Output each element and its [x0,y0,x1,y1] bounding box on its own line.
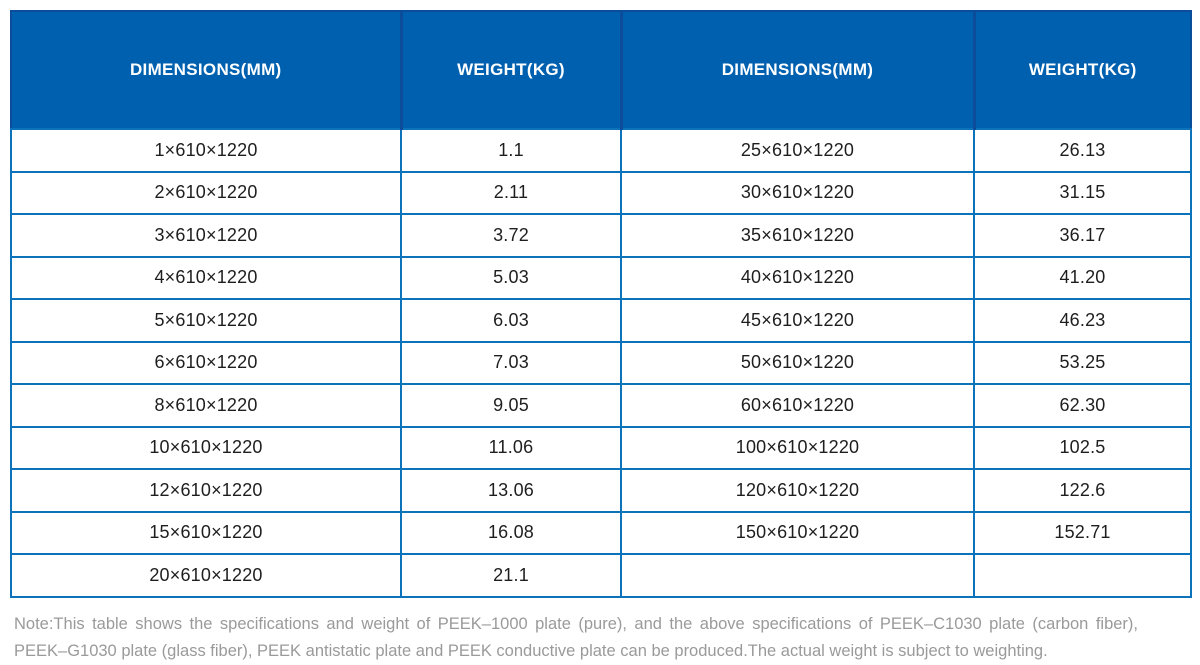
spec-table: DIMENSIONS(MM) WEIGHT(KG) DIMENSIONS(MM)… [10,10,1192,598]
header-dimensions-left: DIMENSIONS(MM) [10,10,403,130]
weight-cell: 36.17 [973,213,1192,258]
dimension-cell: 6×610×1220 [10,340,402,385]
weight-cell: 152.71 [973,510,1192,555]
dimension-cell [620,553,975,598]
dimension-cell: 150×610×1220 [620,510,975,555]
weight-cell: 1.1 [400,128,622,173]
weight-cell: 2.11 [400,170,622,215]
dimension-cell: 4×610×1220 [10,255,402,300]
dimension-cell: 50×610×1220 [620,340,975,385]
table-row: 12×610×1220 13.06 120×610×1220 122.6 [10,468,1192,513]
dimension-cell: 35×610×1220 [620,213,975,258]
header-weight-left: WEIGHT(KG) [399,10,623,130]
header-row: DIMENSIONS(MM) WEIGHT(KG) DIMENSIONS(MM)… [10,10,1192,130]
dimension-cell: 2×610×1220 [10,170,402,215]
header-dimensions-right: DIMENSIONS(MM) [619,10,976,130]
weight-cell: 31.15 [973,170,1192,215]
dimension-cell: 3×610×1220 [10,213,402,258]
dimension-cell: 120×610×1220 [620,468,975,513]
table-row: 1×610×1220 1.1 25×610×1220 26.13 [10,128,1192,173]
table-row: 8×610×1220 9.05 60×610×1220 62.30 [10,383,1192,428]
table-row: 6×610×1220 7.03 50×610×1220 53.25 [10,340,1192,385]
dimension-cell: 5×610×1220 [10,298,402,343]
table-row: 5×610×1220 6.03 45×610×1220 46.23 [10,298,1192,343]
dimension-cell: 15×610×1220 [10,510,402,555]
table-row: 10×610×1220 11.06 100×610×1220 102.5 [10,425,1192,470]
weight-cell: 11.06 [400,425,622,470]
weight-cell: 7.03 [400,340,622,385]
dimension-cell: 12×610×1220 [10,468,402,513]
weight-cell: 62.30 [973,383,1192,428]
dimension-cell: 25×610×1220 [620,128,975,173]
weight-cell [973,553,1192,598]
weight-cell: 46.23 [973,298,1192,343]
weight-cell: 3.72 [400,213,622,258]
table-row: 3×610×1220 3.72 35×610×1220 36.17 [10,213,1192,258]
weight-cell: 13.06 [400,468,622,513]
table-row: 2×610×1220 2.11 30×610×1220 31.15 [10,170,1192,215]
weight-cell: 53.25 [973,340,1192,385]
note-text: Note:This table shows the specifications… [14,614,1138,660]
table-row: 15×610×1220 16.08 150×610×1220 152.71 [10,510,1192,555]
dimension-cell: 1×610×1220 [10,128,402,173]
dimension-cell: 45×610×1220 [620,298,975,343]
table-row: 20×610×1220 21.1 [10,553,1192,598]
weight-cell: 6.03 [400,298,622,343]
dimension-cell: 30×610×1220 [620,170,975,215]
table-row: 4×610×1220 5.03 40×610×1220 41.20 [10,255,1192,300]
weight-cell: 102.5 [973,425,1192,470]
header-weight-right: WEIGHT(KG) [972,10,1192,130]
weight-cell: 122.6 [973,468,1192,513]
dimension-cell: 10×610×1220 [10,425,402,470]
dimension-cell: 40×610×1220 [620,255,975,300]
dimension-cell: 20×610×1220 [10,553,402,598]
dimension-cell: 100×610×1220 [620,425,975,470]
weight-cell: 9.05 [400,383,622,428]
dimension-cell: 60×610×1220 [620,383,975,428]
weight-cell: 41.20 [973,255,1192,300]
weight-cell: 21.1 [400,553,622,598]
weight-cell: 26.13 [973,128,1192,173]
weight-cell: 16.08 [400,510,622,555]
weight-cell: 5.03 [400,255,622,300]
dimension-cell: 8×610×1220 [10,383,402,428]
